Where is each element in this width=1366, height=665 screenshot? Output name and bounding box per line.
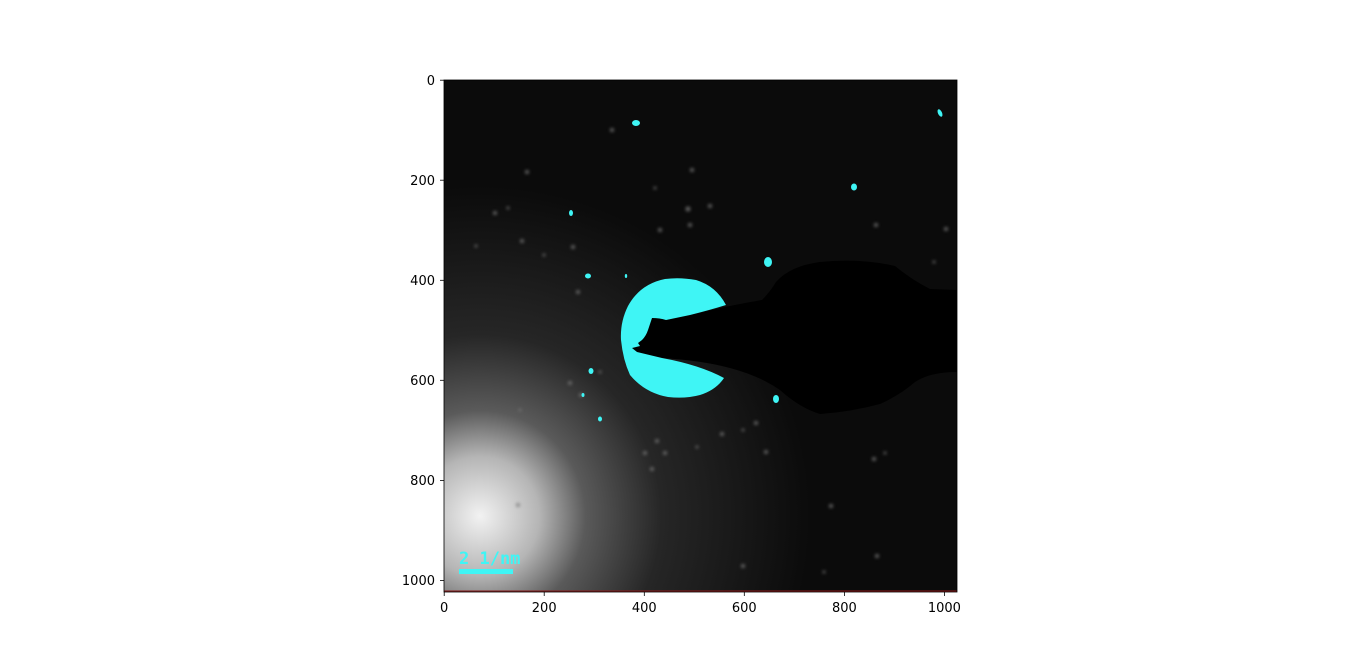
x-axis: 0 200 400 600 800 1000	[440, 592, 961, 616]
y-tick-label: 600	[410, 374, 435, 389]
bottom-edge-line	[444, 590, 957, 592]
x-tick-label: 800	[832, 601, 857, 616]
diffraction-image: 2 1/nm	[444, 80, 957, 592]
y-tick-label: 1000	[402, 574, 435, 589]
x-tick-label: 400	[632, 601, 657, 616]
x-tick-label: 0	[440, 601, 448, 616]
y-tick-label: 0	[427, 74, 435, 89]
x-tick-label: 600	[732, 601, 757, 616]
y-tick-label: 200	[410, 174, 435, 189]
central-disk	[620, 278, 726, 398]
y-axis: 0 200 400 600 800 1000	[402, 74, 444, 589]
y-tick-label: 800	[410, 474, 435, 489]
faint-spots	[474, 128, 948, 574]
x-tick-label: 200	[532, 601, 557, 616]
scale-bar: 2 1/nm	[459, 549, 520, 574]
x-tick-label: 1000	[928, 601, 961, 616]
saturated-spots	[569, 109, 943, 422]
scale-bar-label: 2 1/nm	[459, 549, 520, 569]
scale-bar-line	[459, 569, 513, 574]
axes-frame	[443, 79, 958, 593]
y-tick-label: 400	[410, 274, 435, 289]
beam-stop	[632, 260, 957, 414]
